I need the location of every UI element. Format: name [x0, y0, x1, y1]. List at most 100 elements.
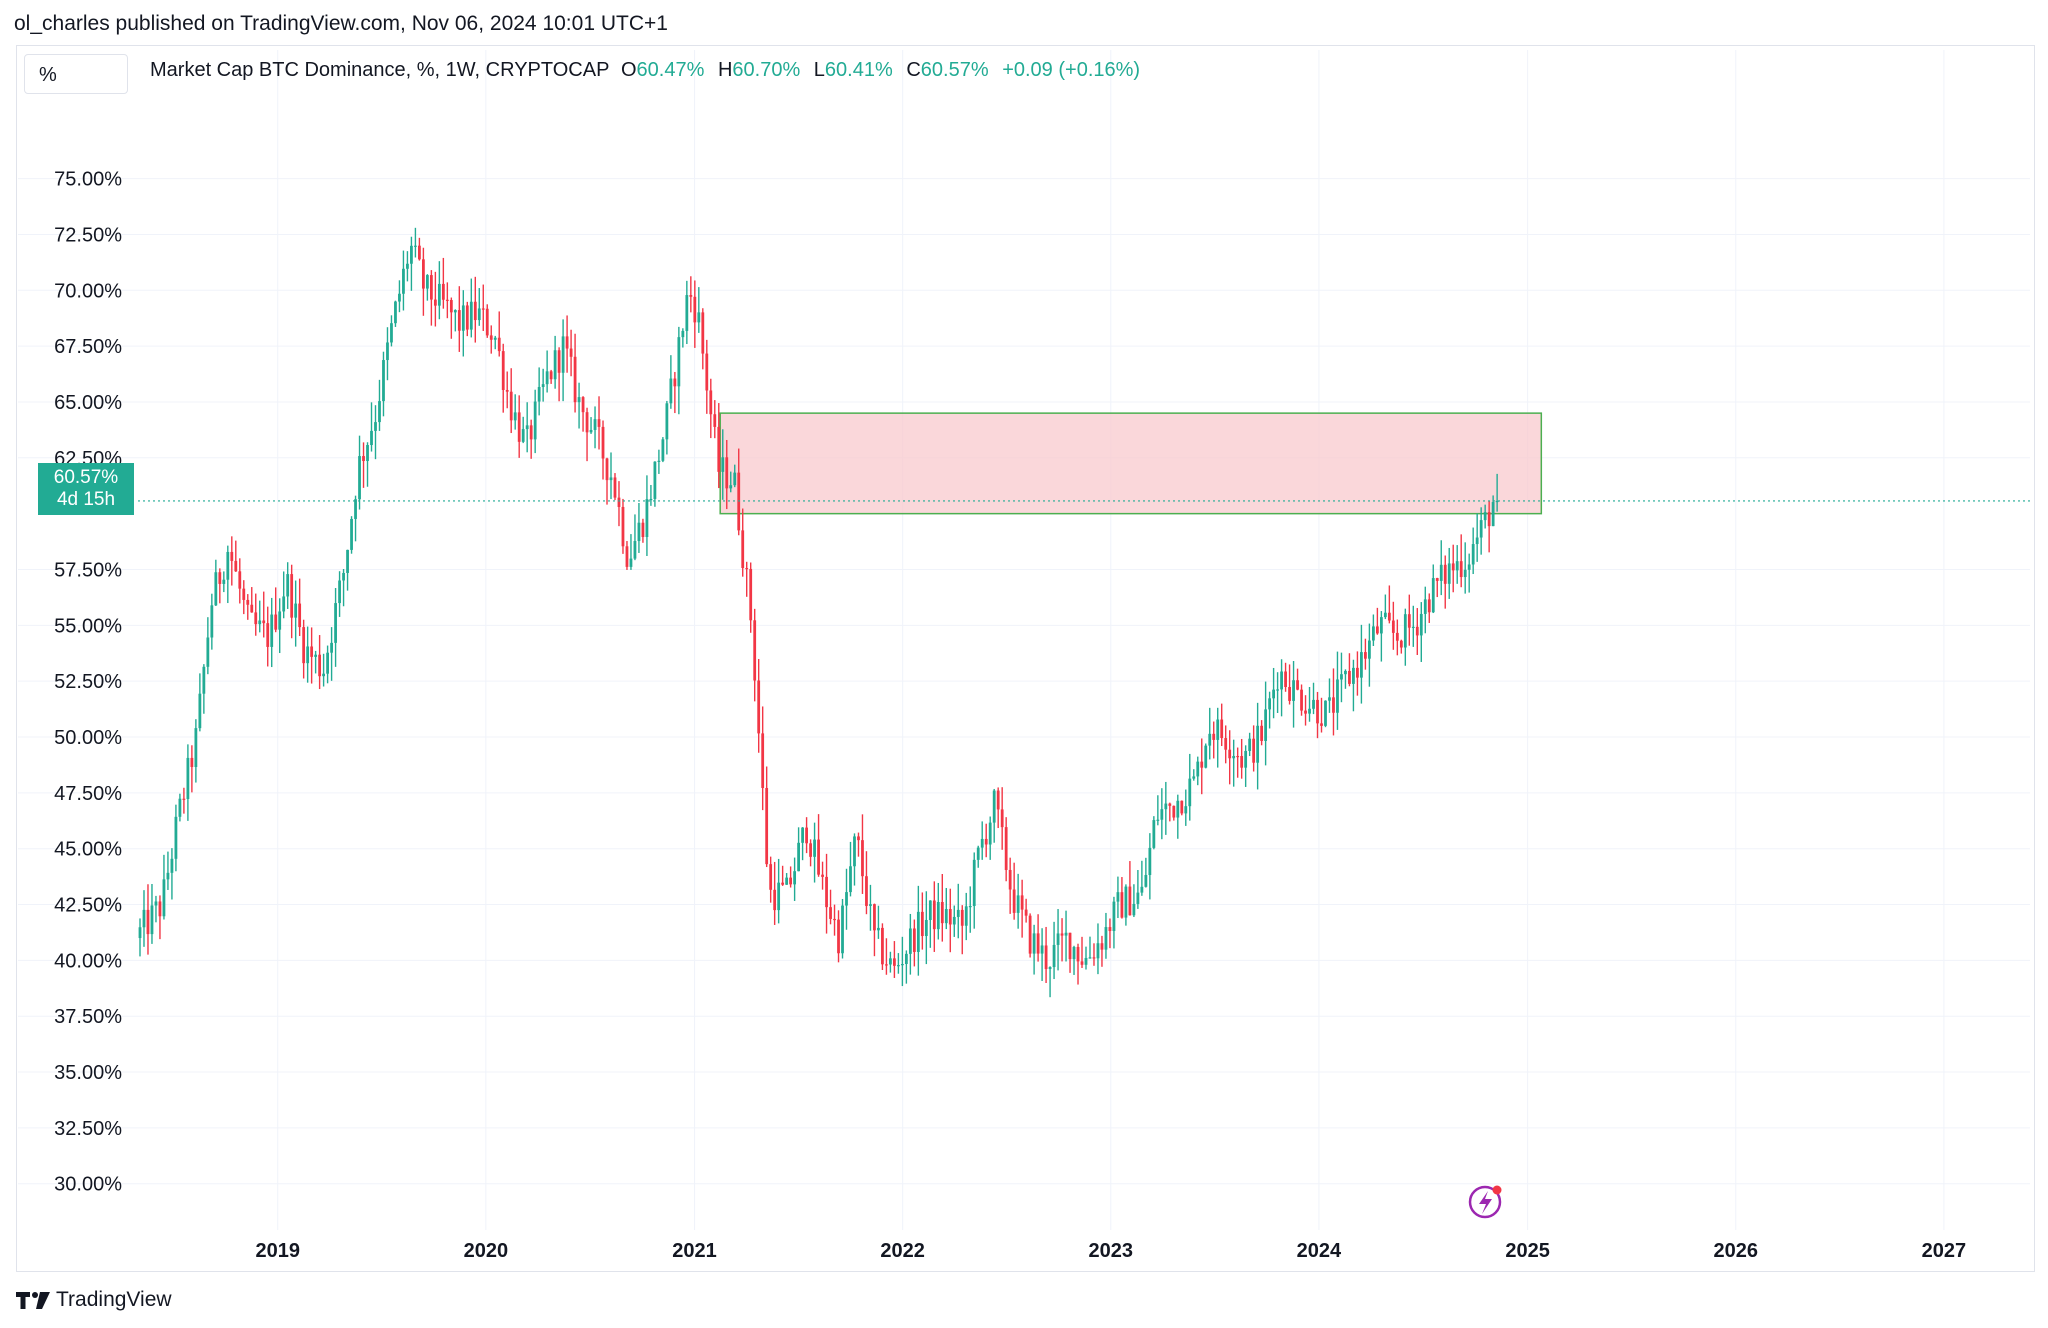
candle-body	[893, 958, 896, 966]
candle-body	[366, 445, 369, 462]
candle-body	[709, 390, 713, 415]
candle-body	[170, 858, 174, 873]
candle-body	[1004, 827, 1008, 870]
candle-body	[218, 572, 222, 584]
candle-body	[825, 876, 828, 908]
candle-body	[677, 337, 681, 387]
candle-body	[497, 337, 501, 352]
candle-body	[469, 301, 473, 330]
candle-body	[198, 693, 202, 729]
candle-body	[573, 356, 577, 403]
chart-frame[interactable]	[16, 45, 2035, 1272]
candle-body	[1356, 667, 1359, 678]
candle-body	[166, 872, 170, 880]
candle-body	[1451, 563, 1455, 571]
candle-body	[1463, 569, 1467, 578]
candle-body	[509, 391, 513, 421]
candle-body	[234, 560, 238, 572]
candle-body	[801, 827, 804, 843]
candle-body	[577, 397, 581, 403]
candle-body	[753, 620, 757, 681]
candle-body	[186, 757, 190, 799]
candle-body	[1020, 895, 1024, 910]
y-tick-label: 40.00%	[54, 950, 122, 972]
candle-body	[445, 299, 449, 301]
candle-body	[896, 965, 900, 967]
candle-body	[1172, 805, 1176, 818]
candle-body	[1200, 761, 1204, 768]
tradingview-brand[interactable]: TradingView	[16, 1288, 172, 1312]
candle-body	[589, 429, 593, 433]
candle-body	[1276, 689, 1279, 691]
candle-body	[833, 918, 836, 921]
x-tick-label: 2023	[1089, 1240, 1134, 1262]
candle-body	[661, 439, 665, 461]
candle-body	[1164, 803, 1168, 810]
candle-body	[1148, 847, 1152, 875]
candle-body	[861, 840, 864, 877]
candle-body	[1100, 943, 1104, 950]
candle-body	[992, 790, 996, 823]
y-tick-label: 75.00%	[54, 169, 122, 191]
candle-body	[613, 477, 617, 498]
candle-body	[1144, 874, 1148, 887]
candle-body	[617, 497, 621, 507]
legend-open-label: O	[620, 59, 637, 81]
candle-body	[932, 900, 936, 930]
candle-body	[1140, 886, 1144, 893]
candle-body	[1256, 725, 1260, 763]
candle-body	[1192, 776, 1196, 779]
y-tick-label: 65.00%	[54, 392, 122, 414]
candle-body	[298, 603, 302, 628]
candle-body	[258, 620, 262, 625]
candle-body	[414, 245, 417, 247]
candle-body	[813, 839, 816, 857]
candle-body	[489, 335, 493, 340]
candle-body	[1152, 820, 1156, 848]
candle-body	[441, 283, 445, 300]
tradingview-logo-icon	[16, 1292, 50, 1309]
candle-body	[773, 889, 777, 911]
candle-body	[1431, 578, 1435, 613]
candle-body	[242, 588, 246, 600]
candle-body	[1435, 578, 1439, 581]
candle-body	[1112, 901, 1116, 932]
candle-body	[1300, 689, 1303, 711]
lightning-alert-icon[interactable]	[1468, 1185, 1502, 1219]
candle-body	[601, 426, 605, 459]
candle-body	[924, 919, 928, 937]
candle-body	[437, 283, 441, 306]
candle-body	[1116, 892, 1120, 902]
candle-body	[370, 430, 373, 446]
candle-body	[1108, 927, 1112, 932]
candle-body	[1072, 946, 1076, 960]
candle-body	[1204, 745, 1208, 768]
candle-body	[406, 263, 409, 269]
candle-body	[972, 859, 976, 906]
candle-body	[190, 757, 194, 767]
candle-body	[701, 312, 705, 354]
candle-body	[254, 612, 258, 625]
candle-body	[877, 927, 880, 931]
candle-body	[210, 605, 214, 638]
candle-body	[865, 876, 868, 906]
candle-body	[1032, 933, 1036, 954]
candle-body	[501, 351, 505, 390]
candle-body	[1156, 819, 1160, 821]
candle-body	[1280, 671, 1283, 690]
candle-body	[649, 498, 653, 501]
candle-body	[1220, 719, 1224, 739]
candle-body	[597, 419, 601, 427]
candle-body	[294, 603, 298, 618]
candle-body	[733, 472, 737, 486]
legend-symbol: Market Cap BTC Dominance, %, 1W, CRYPTOC…	[150, 59, 610, 81]
candle-body	[621, 506, 625, 547]
scale-mode-button[interactable]: %	[24, 54, 128, 94]
candle-body	[821, 874, 824, 877]
candle-body	[525, 425, 529, 430]
candle-body	[1076, 946, 1080, 962]
candle-body	[1024, 909, 1028, 916]
candle-body	[889, 958, 892, 965]
candle-body	[1491, 502, 1495, 527]
